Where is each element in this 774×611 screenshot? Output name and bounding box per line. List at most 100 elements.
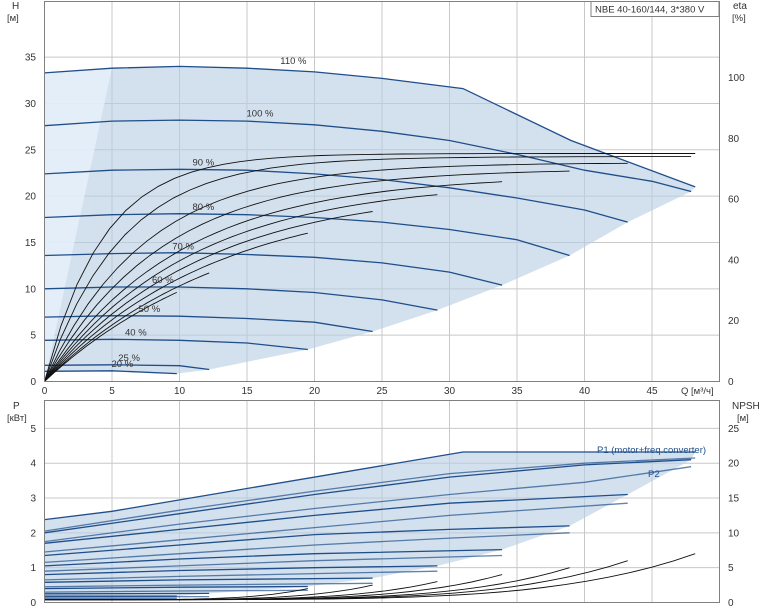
x-tick-label: 0 (42, 386, 48, 397)
head-envelope-area (44, 66, 696, 382)
power-tick-label: 0 (30, 598, 36, 609)
power-axis-label: P (13, 401, 20, 412)
speed-curve (44, 286, 438, 311)
efficiency-curve (44, 291, 177, 382)
p2-power-curve (44, 532, 570, 564)
x-tick-label: 15 (241, 386, 253, 397)
speed-curve (44, 119, 692, 193)
npsh-axis-unit: [м] (737, 413, 749, 424)
efficiency-curve (44, 272, 210, 382)
head-axis-label: H (12, 1, 19, 12)
head-tick-label: 0 (30, 377, 36, 388)
eta-axis-unit: [%] (732, 13, 746, 24)
speed-label: 25 % (118, 353, 140, 364)
head-tick-label: 25 (25, 145, 37, 156)
speed-curve (44, 168, 628, 223)
top-operating-envelope (44, 66, 696, 382)
power-tick-label: 3 (30, 494, 36, 505)
speed-curve (44, 315, 373, 333)
top-axis-ticks: 0 5 10 15 20 25 30 35 40 45 0 5 10 15 20 25 30 35 0 20 40 60 8… (25, 53, 745, 397)
x-tick-label: 5 (109, 386, 115, 397)
power-tick-label: 2 (30, 528, 36, 539)
eta-tick-label: 80 (728, 134, 740, 145)
speed-label: 90 % (193, 158, 215, 169)
power-tick-label: 5 (30, 424, 36, 435)
speed-label: 80 % (193, 202, 215, 213)
efficiency-curve (44, 170, 570, 382)
head-tick-label: 30 (25, 99, 37, 110)
chart-title: NBE 40-160/144, 3*380 V (595, 5, 705, 16)
p2-power-curve (44, 554, 503, 572)
x-tick-label: 45 (646, 386, 658, 397)
speed-label: 20 % (112, 359, 134, 370)
power-and-npsh-curves (44, 451, 696, 601)
eta-tick-label: 100 (728, 73, 745, 84)
power-axis-unit: [кВт] (7, 413, 27, 424)
eta-tick-label: 0 (728, 377, 734, 388)
flow-axis-label: Q [м³/ч] (681, 386, 714, 397)
speed-label: 100 % (247, 109, 274, 120)
head-and-efficiency-curves (44, 65, 696, 382)
p2-power-curve (44, 457, 696, 532)
chart-title-box (590, 1, 720, 17)
npsh-curve (44, 588, 308, 601)
npsh-tick-label: 10 (728, 528, 740, 539)
head-tick-label: 15 (25, 238, 37, 249)
p1-power-curve (44, 548, 503, 567)
npsh-tick-label: 20 (728, 459, 740, 470)
x-tick-label: 25 (376, 386, 388, 397)
x-tick-label: 10 (174, 386, 186, 397)
efficiency-curve (44, 156, 692, 382)
speed-label: 50 % (139, 304, 161, 315)
speed-curve (44, 338, 308, 351)
speed-curve (44, 252, 503, 286)
p2-series-label: P2 (648, 469, 660, 480)
eta-tick-label: 40 (728, 255, 740, 266)
head-tick-label: 20 (25, 192, 37, 203)
speed-label: 110 % (280, 56, 307, 67)
top-plot-frame (44, 1, 720, 382)
efficiency-curve (44, 211, 373, 382)
speed-label: 60 % (152, 275, 174, 286)
speed-label: 40 % (125, 328, 147, 339)
eta-axis-label: eta (733, 1, 747, 12)
efficiency-curve (44, 162, 628, 382)
p2-power-curve (44, 466, 692, 543)
speed-curve (44, 65, 696, 188)
p1-power-curve (44, 493, 628, 544)
efficiency-curve (44, 232, 308, 382)
eta-tick-label: 20 (728, 316, 740, 327)
npsh-tick-label: 15 (728, 494, 740, 505)
x-tick-label: 30 (444, 386, 456, 397)
speed-labels: 110 % 100 % 90 % 80 % 70 % 60 % 50 % 40 % 25 %20… (112, 56, 308, 370)
p1-power-curve (44, 525, 570, 557)
head-tick-label: 35 (25, 53, 37, 64)
speed-curve (44, 370, 177, 375)
head-axis-unit: [м] (7, 13, 19, 24)
head-tick-label: 10 (25, 284, 37, 295)
p2-power-curve (44, 589, 308, 593)
p1-power-curve (44, 585, 308, 590)
p1-power-curve (44, 451, 696, 521)
npsh-tick-label: 25 (728, 424, 740, 435)
bottom-axis-ticks: 0 1 2 3 4 5 0 5 10 15 20 25 (30, 424, 739, 609)
low-flow-zone (44, 68, 112, 382)
p1-power-curve (44, 565, 438, 576)
efficiency-curve (44, 153, 696, 382)
p2-power-curve (44, 582, 373, 588)
efficiency-curve (44, 194, 438, 382)
eta-tick-label: 60 (728, 195, 740, 206)
npsh-tick-label: 5 (728, 563, 734, 574)
head-tick-label: 5 (30, 331, 36, 342)
bottom-plot-frame (44, 400, 720, 603)
npsh-axis-label: NPSH (732, 401, 760, 412)
x-tick-label: 20 (309, 386, 321, 397)
power-tick-label: 1 (30, 563, 36, 574)
power-tick-label: 4 (30, 459, 36, 470)
npsh-tick-label: 0 (728, 598, 734, 609)
x-tick-label: 40 (579, 386, 591, 397)
p1-series-label: P1 (motor+freq.converter) (597, 445, 706, 456)
efficiency-curve (44, 181, 503, 382)
speed-curve (44, 213, 570, 257)
